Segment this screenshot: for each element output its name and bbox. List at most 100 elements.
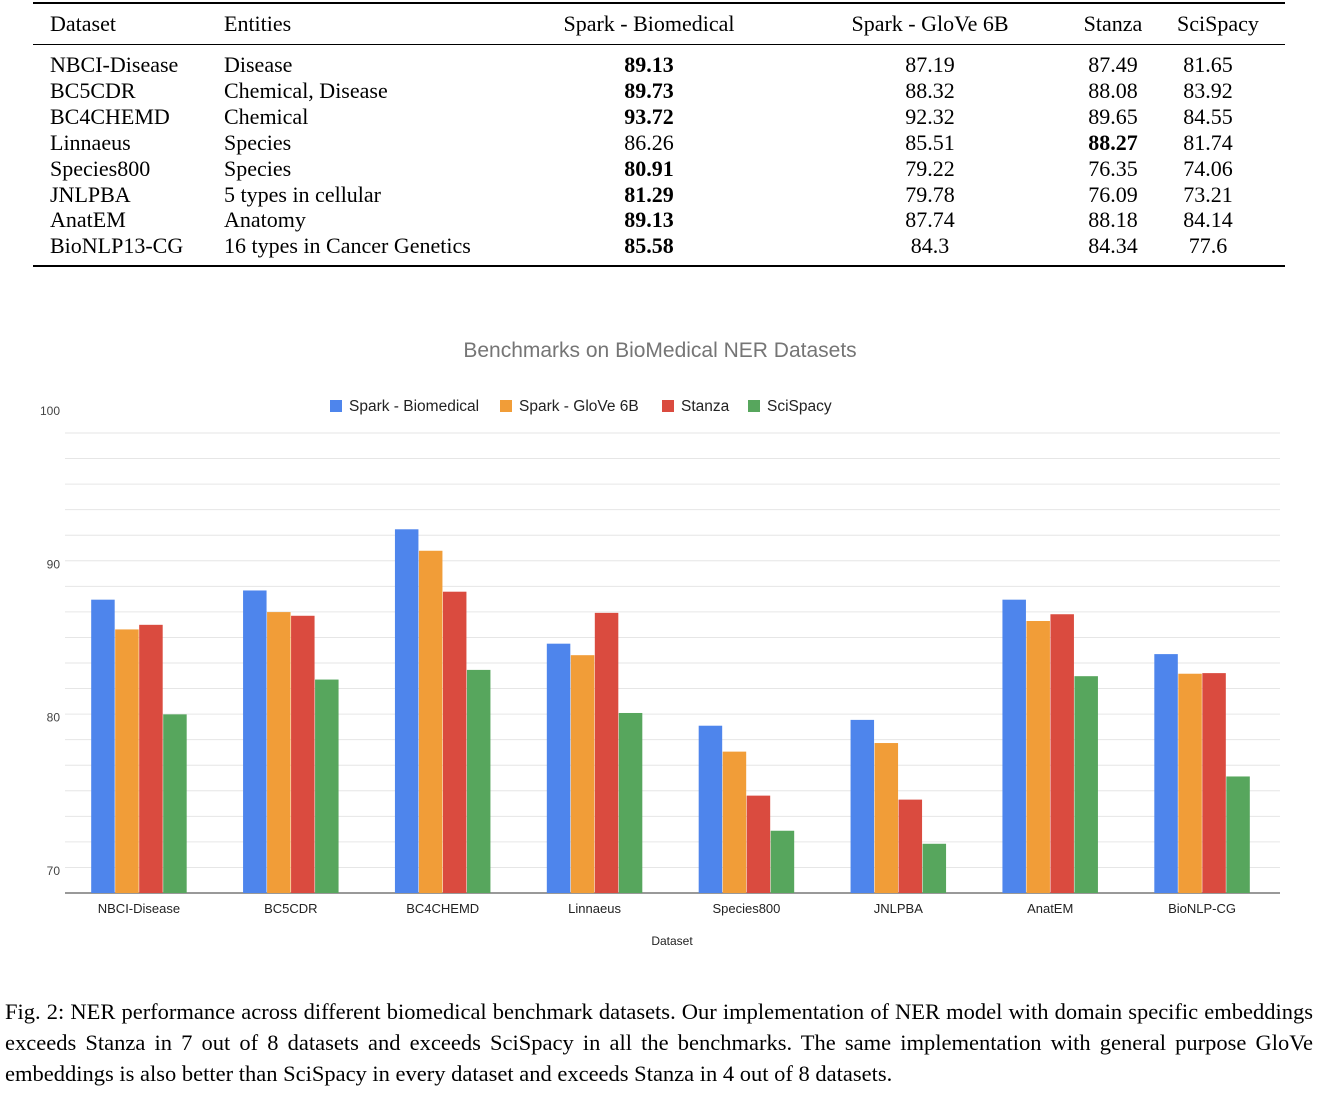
bar bbox=[1050, 614, 1074, 893]
bar bbox=[746, 795, 771, 893]
cell-dataset: BioNLP13-CG bbox=[50, 233, 184, 259]
cell-scispacy: 84.55 bbox=[1183, 103, 1233, 129]
cell-entities: Species bbox=[224, 129, 292, 155]
bar bbox=[1202, 673, 1226, 893]
cell-entities: Species bbox=[224, 155, 292, 181]
bar bbox=[1002, 599, 1026, 893]
benchmark-chart: Benchmarks on BioMedical NER Datasets Sp… bbox=[0, 330, 1322, 960]
cell-scispacy: 81.74 bbox=[1183, 129, 1233, 155]
cell-spark-biomedical: 93.72 bbox=[624, 103, 674, 129]
bar bbox=[315, 679, 339, 893]
cell-dataset: Species800 bbox=[50, 155, 151, 181]
y-tick-label: 90 bbox=[47, 557, 61, 571]
bar bbox=[163, 714, 187, 893]
bar bbox=[139, 624, 163, 893]
legend-swatch bbox=[330, 400, 342, 412]
cell-scispacy: 74.06 bbox=[1183, 155, 1233, 181]
cell-spark-glove: 88.32 bbox=[905, 77, 955, 103]
chart-bars bbox=[91, 529, 1250, 893]
x-axis-title: Dataset bbox=[651, 934, 693, 948]
x-tick-label: AnatEM bbox=[1027, 901, 1073, 916]
bar bbox=[922, 843, 947, 893]
bar bbox=[874, 743, 899, 893]
cell-spark-biomedical: 86.26 bbox=[624, 129, 674, 155]
legend-label: Spark - Biomedical bbox=[349, 398, 479, 415]
bar bbox=[243, 590, 267, 893]
bar bbox=[291, 615, 315, 893]
x-tick-label: Species800 bbox=[712, 901, 780, 916]
x-tick-label: BC4CHEMD bbox=[406, 901, 479, 916]
cell-entities: Disease bbox=[224, 52, 293, 77]
bar bbox=[850, 719, 875, 893]
cell-spark-glove: 79.22 bbox=[905, 155, 955, 181]
cell-entities: 5 types in cellular bbox=[224, 181, 382, 207]
y-axis-ticks: 100 90 80 70 bbox=[40, 404, 60, 878]
cell-spark-biomedical: 81.29 bbox=[624, 181, 674, 207]
header-scispacy: SciSpacy bbox=[1177, 11, 1259, 36]
bar bbox=[1074, 676, 1098, 893]
legend-label: Spark - GloVe 6B bbox=[519, 398, 639, 415]
cell-scispacy: 83.92 bbox=[1183, 77, 1233, 103]
bar bbox=[1178, 673, 1202, 893]
cell-dataset: BC5CDR bbox=[50, 77, 136, 103]
cell-spark-biomedical: 80.91 bbox=[624, 155, 674, 181]
x-axis-ticks: NBCI-Disease BC5CDR BC4CHEMD Linnaeus Specie… bbox=[98, 901, 1236, 916]
x-tick-label: BC5CDR bbox=[264, 901, 317, 916]
cell-spark-glove: 87.74 bbox=[905, 207, 955, 233]
bar bbox=[394, 529, 419, 893]
cell-dataset: Linnaeus bbox=[50, 129, 131, 155]
bar bbox=[91, 599, 115, 893]
cell-spark-biomedical: 89.13 bbox=[624, 52, 674, 77]
cell-spark-glove: 79.78 bbox=[905, 181, 955, 207]
legend-swatch bbox=[748, 400, 760, 412]
cell-spark-glove: 85.51 bbox=[905, 129, 955, 155]
legend-swatch bbox=[662, 400, 674, 412]
cell-entities: Anatomy bbox=[224, 207, 306, 233]
x-tick-label: Linnaeus bbox=[568, 901, 621, 916]
cell-stanza: 87.49 bbox=[1088, 52, 1138, 77]
bar bbox=[267, 612, 291, 893]
cell-scispacy: 81.65 bbox=[1183, 52, 1233, 77]
y-tick-label: 80 bbox=[47, 711, 61, 725]
x-tick-label: BioNLP-CG bbox=[1168, 901, 1236, 916]
cell-stanza: 88.08 bbox=[1088, 77, 1138, 103]
header-entities: Entities bbox=[224, 11, 292, 36]
cell-spark-glove: 84.3 bbox=[910, 233, 950, 259]
cell-spark-glove: 87.19 bbox=[905, 52, 955, 77]
cell-stanza: 88.18 bbox=[1088, 207, 1138, 233]
cell-scispacy: 73.21 bbox=[1183, 181, 1233, 207]
header-stanza: Stanza bbox=[1083, 11, 1143, 36]
cell-dataset: NBCI-Disease bbox=[50, 52, 179, 77]
cell-entities: Chemical, Disease bbox=[224, 77, 388, 103]
cell-stanza: 89.65 bbox=[1088, 103, 1138, 129]
header-dataset: Dataset bbox=[50, 11, 116, 36]
cell-entities: 16 types in Cancer Genetics bbox=[224, 233, 471, 259]
bar bbox=[618, 712, 643, 893]
table-bottom-rule bbox=[33, 265, 1285, 267]
bar bbox=[570, 655, 595, 893]
bar bbox=[770, 830, 795, 893]
cell-stanza: 76.09 bbox=[1088, 181, 1138, 207]
cell-stanza: 76.35 bbox=[1088, 155, 1138, 181]
bar bbox=[115, 629, 139, 893]
cell-spark-biomedical: 85.58 bbox=[624, 233, 674, 259]
y-tick-label: 100 bbox=[40, 404, 60, 418]
bar bbox=[466, 669, 491, 893]
cell-scispacy: 77.6 bbox=[1188, 233, 1228, 259]
chart-canvas: Benchmarks on BioMedical NER Datasets Sp… bbox=[40, 339, 1280, 948]
table-top-rule bbox=[33, 2, 1285, 4]
header-spark-glove: Spark - GloVe 6B bbox=[851, 11, 1009, 36]
bar bbox=[898, 799, 923, 893]
legend-swatch bbox=[500, 400, 512, 412]
chart-title: Benchmarks on BioMedical NER Datasets bbox=[463, 339, 856, 362]
header-spark-biomedical: Spark - Biomedical bbox=[563, 11, 735, 36]
table-header-rule bbox=[33, 44, 1285, 45]
legend-label: Stanza bbox=[681, 398, 730, 415]
chart-legend: Spark - Biomedical Spark - GloVe 6B Stanza… bbox=[330, 398, 832, 415]
bar bbox=[722, 751, 747, 893]
cell-dataset: AnatEM bbox=[50, 207, 126, 233]
bar bbox=[1026, 620, 1050, 893]
cell-spark-glove: 92.32 bbox=[905, 103, 955, 129]
cell-dataset: JNLPBA bbox=[50, 181, 131, 207]
bar bbox=[594, 612, 619, 893]
